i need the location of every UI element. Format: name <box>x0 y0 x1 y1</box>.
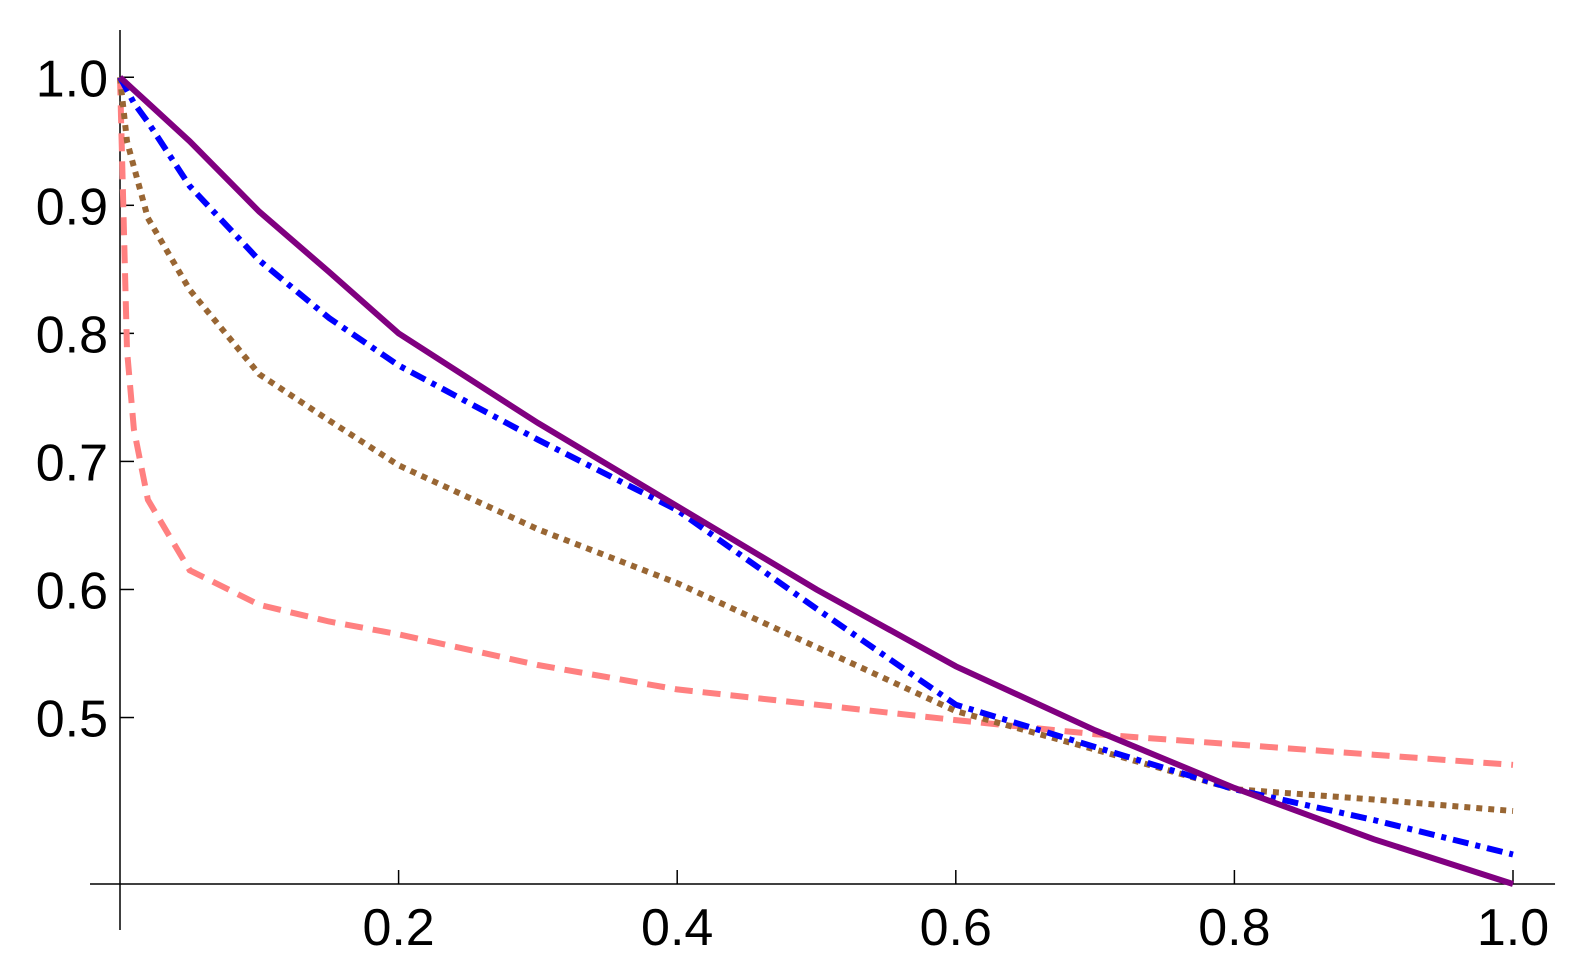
y-tick-label: 1.0 <box>36 50 108 108</box>
y-tick-label: 0.8 <box>36 306 108 364</box>
y-tick-label: 0.5 <box>36 691 108 749</box>
x-tick-label: 1.0 <box>1477 899 1549 957</box>
line-series <box>117 76 1514 814</box>
y-tick-label: 0.7 <box>36 434 108 492</box>
x-tick-label: 0.6 <box>920 899 992 957</box>
line-series <box>117 75 1514 887</box>
x-tick-label: 0.8 <box>1198 899 1270 957</box>
y-tick-label: 0.6 <box>36 562 108 620</box>
y-tick-label: 0.9 <box>36 178 108 236</box>
x-tick-label: 0.4 <box>641 899 713 957</box>
x-tick-label: 0.2 <box>362 899 434 957</box>
line-series <box>117 75 1514 858</box>
line-series <box>117 77 1514 768</box>
